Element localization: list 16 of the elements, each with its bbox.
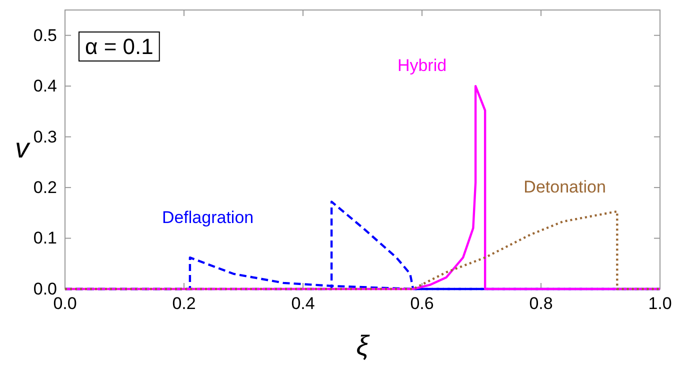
x-tick-label: 1.0 xyxy=(648,294,672,314)
y-tick-label: 0.2 xyxy=(33,178,57,197)
x-tick-label: 0.8 xyxy=(529,294,553,314)
y-tick-label: 0.4 xyxy=(33,76,57,96)
y-tick-label: 0.1 xyxy=(33,228,57,248)
x-tick-label: 0.6 xyxy=(410,294,434,314)
annotation: α = 0.1 xyxy=(85,34,154,59)
x-axis-title: ξ xyxy=(356,330,370,361)
y-tick-label: 0.3 xyxy=(33,127,57,146)
series-label: Detonation xyxy=(524,178,606,197)
x-tick-label: 0.2 xyxy=(172,294,196,314)
text: Deflagration xyxy=(162,208,254,228)
series-label: Hybrid xyxy=(397,56,447,75)
y-tick-label: 0.5 xyxy=(33,26,57,45)
y-axis-title: v xyxy=(15,132,31,164)
x-tick-label: 0.4 xyxy=(291,294,315,314)
